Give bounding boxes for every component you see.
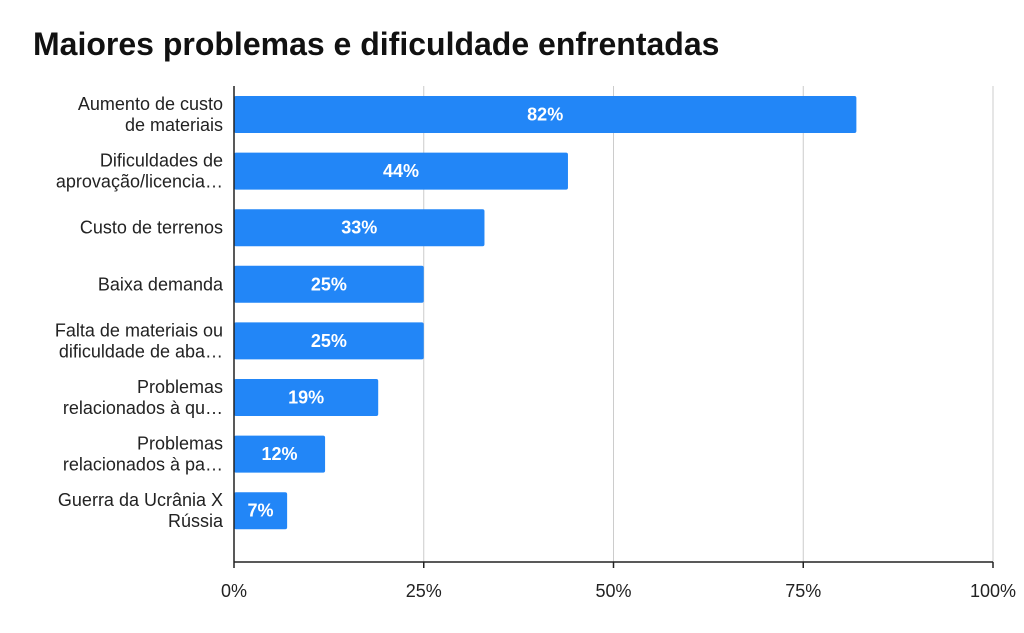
bar-value-label: 7% (248, 501, 274, 521)
category-label: Dificuldades de aprovação/licencia… (56, 151, 223, 192)
category-label-line: Problemas (137, 434, 223, 454)
bar-value-label: 44% (383, 161, 419, 181)
bar (234, 492, 288, 530)
category-label-line: Problemas (137, 377, 223, 397)
bar (234, 209, 485, 247)
bars (234, 96, 857, 530)
category-label-line: Custo de terrenos (80, 218, 223, 238)
bar (234, 96, 857, 133)
chart-title: Maiores problemas e dificuldade enfrenta… (33, 26, 720, 62)
category-label-line: Guerra da Ucrânia X (58, 490, 223, 510)
axes (233, 86, 994, 568)
category-label: Baixa demanda (98, 274, 224, 294)
category-label-line: Rússia (168, 511, 224, 531)
category-label: Falta de materiais ou dificuldade de aba… (55, 320, 223, 361)
bar-value-label: 25% (311, 331, 347, 351)
category-label-line: aprovação/licencia… (56, 172, 223, 192)
labels: 0% 25% 50% 75% 100% 82% Aumento de custo de mat… (55, 94, 1016, 601)
x-tick-label: 75% (785, 581, 821, 601)
category-label-line: de materiais (125, 115, 223, 135)
bar-value-label: 33% (341, 218, 377, 238)
category-label: Problemas relacionados à pa… (63, 434, 223, 475)
bar (234, 379, 379, 416)
bar (234, 152, 568, 190)
category-label: Guerra da Ucrânia X Rússia (58, 490, 224, 531)
bar-value-label: 82% (527, 105, 563, 125)
category-label-line: dificuldade de aba… (59, 341, 223, 361)
category-label: Problemas relacionados à qu… (63, 377, 223, 418)
category-label-line: Falta de materiais ou (55, 320, 223, 340)
bar-value-label: 19% (288, 388, 324, 408)
bar-value-label: 12% (262, 444, 298, 464)
bar-value-label: 25% (311, 274, 347, 294)
category-label-line: relacionados à qu… (63, 398, 223, 418)
bar (234, 322, 424, 360)
bar (234, 265, 424, 303)
category-label: Custo de terrenos (80, 218, 223, 238)
bar (234, 435, 326, 473)
category-label-line: Dificuldades de (100, 151, 223, 171)
category-label-line: Baixa demanda (98, 274, 224, 294)
category-label-line: relacionados à pa… (63, 455, 223, 475)
x-tick-label: 100% (970, 581, 1016, 601)
category-label: Aumento de custo de materiais (78, 94, 223, 135)
x-tick-label: 0% (221, 581, 247, 601)
category-label-line: Aumento de custo (78, 94, 223, 114)
x-tick-label: 50% (595, 581, 631, 601)
x-tick-label: 25% (406, 581, 442, 601)
